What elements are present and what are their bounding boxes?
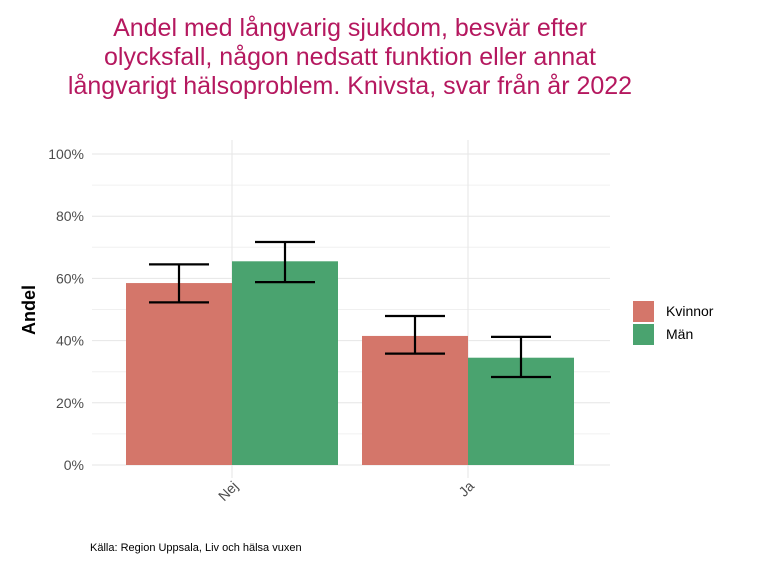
- bar-kvinnor: [362, 335, 468, 465]
- y-tick-label: 20%: [56, 395, 84, 411]
- error-bar: [491, 335, 551, 379]
- error-bar: [385, 314, 445, 355]
- error-bar: [255, 240, 315, 284]
- y-tick-label: 40%: [56, 333, 84, 349]
- legend-label-män: Män: [666, 326, 693, 342]
- bar-kvinnor: [126, 283, 232, 465]
- error-bar: [149, 263, 209, 304]
- x-tick-label: Ja: [455, 478, 477, 500]
- y-axis-title: Andel: [19, 285, 39, 335]
- chart-title: Andel med långvarig sjukdom, besvär efte…: [67, 14, 633, 100]
- legend-swatch-kvinnor: [633, 301, 654, 322]
- bar-män: [232, 261, 338, 465]
- x-tick-label: Nej: [215, 478, 241, 504]
- legend-label-kvinnor: Kvinnor: [666, 303, 714, 319]
- y-tick-label: 0%: [64, 457, 84, 473]
- y-tick-label: 60%: [56, 270, 84, 286]
- y-tick-label: 80%: [56, 208, 84, 224]
- y-tick-label: 100%: [48, 146, 84, 162]
- source-note: Källa: Region Uppsala, Liv och hälsa vux…: [90, 542, 302, 554]
- legend-swatch-män: [633, 324, 654, 345]
